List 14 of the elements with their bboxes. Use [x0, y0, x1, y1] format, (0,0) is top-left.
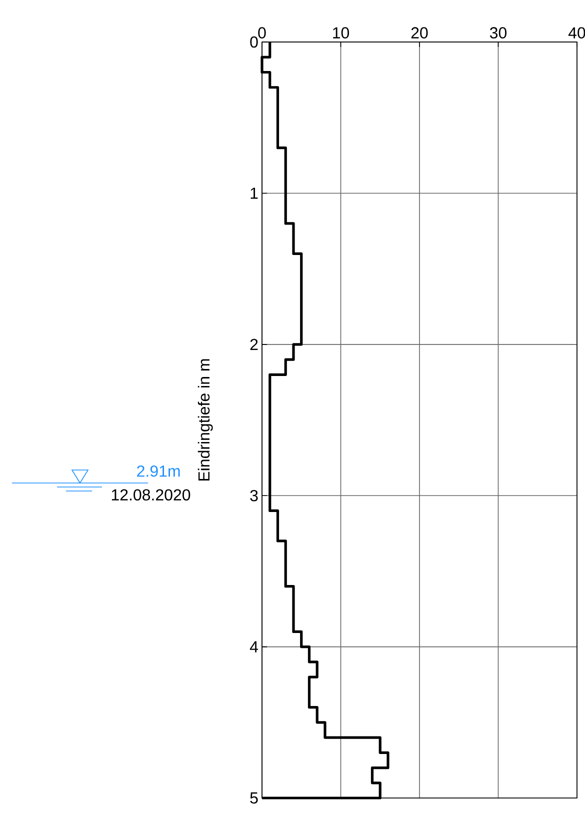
x-tick-label: 10 [333, 27, 350, 38]
y-axis-title: Eindringtiefe in m [198, 359, 213, 481]
text: 2.91m [137, 465, 180, 477]
x-tick-label: 40 [568, 27, 585, 38]
y-tick-label: 4 [250, 641, 258, 652]
y-tick-label: 5 [250, 792, 258, 804]
text: 12.08.2020 [112, 489, 190, 501]
x-tick-label: 20 [411, 27, 428, 38]
y-tick-label: 2 [250, 338, 258, 350]
x-tick-label: 30 [490, 27, 507, 38]
y-tick-label: 1 [250, 188, 258, 199]
y-tick-label: 0 [250, 36, 258, 48]
y-tick-label: 3 [250, 490, 258, 502]
x-tick-label: 0 [258, 27, 266, 38]
